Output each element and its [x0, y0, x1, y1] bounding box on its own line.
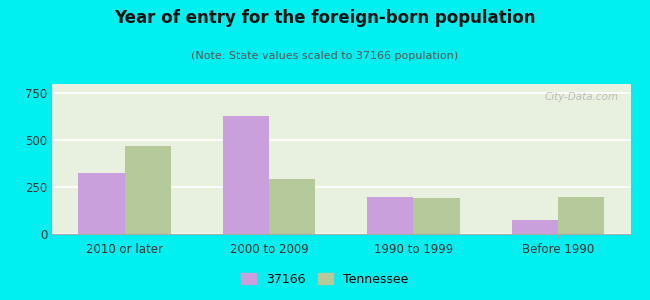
Bar	[269, 179, 315, 234]
Bar	[78, 173, 125, 234]
Bar	[512, 220, 558, 234]
Bar	[367, 196, 413, 234]
Bar	[413, 198, 460, 234]
Bar	[223, 116, 269, 234]
Bar	[558, 196, 605, 234]
Text: Year of entry for the foreign-born population: Year of entry for the foreign-born popul…	[114, 9, 536, 27]
Bar	[125, 146, 171, 234]
Legend: 37166, Tennessee: 37166, Tennessee	[237, 268, 413, 291]
Text: (Note: State values scaled to 37166 population): (Note: State values scaled to 37166 popu…	[192, 51, 458, 61]
Text: City-Data.com: City-Data.com	[545, 92, 619, 101]
